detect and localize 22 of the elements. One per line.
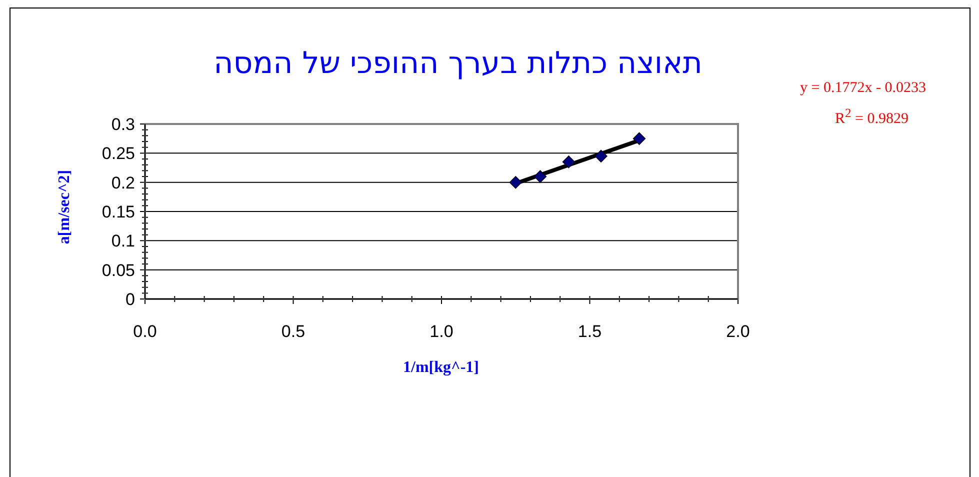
y-tick-label: 0 [126, 290, 135, 309]
x-tick-label: 0.0 [133, 322, 157, 341]
point [594, 150, 608, 162]
point [534, 170, 547, 183]
point [562, 156, 576, 168]
x-tick-label: 1.0 [430, 322, 454, 341]
y-tick-label: 0.15 [102, 202, 135, 222]
x-tick-label: 0.5 [281, 322, 306, 341]
y-tick-label: 0.1 [111, 232, 135, 251]
x-tick-label: 1.5 [578, 322, 602, 341]
y-tick-label: 0.05 [102, 260, 135, 280]
y-axis-title: a[m/sec^2] [56, 170, 73, 244]
y-tick-label: 0.2 [111, 173, 135, 192]
point [509, 176, 522, 189]
text: R$^{2}$ = 0.9829 [835, 106, 908, 128]
x-tick-label: 2.0 [726, 322, 750, 341]
y-tick-label: 0.25 [102, 144, 135, 164]
chart-title: תאוצה כתלות בערך ההופכי של המסה [214, 46, 702, 81]
x-axis-title: 1/m[kg^-1] [403, 359, 479, 376]
point [632, 132, 646, 145]
y-tick-label: 0.3 [111, 115, 135, 134]
text: y = 0.1772x - 0.0233 [800, 80, 926, 97]
